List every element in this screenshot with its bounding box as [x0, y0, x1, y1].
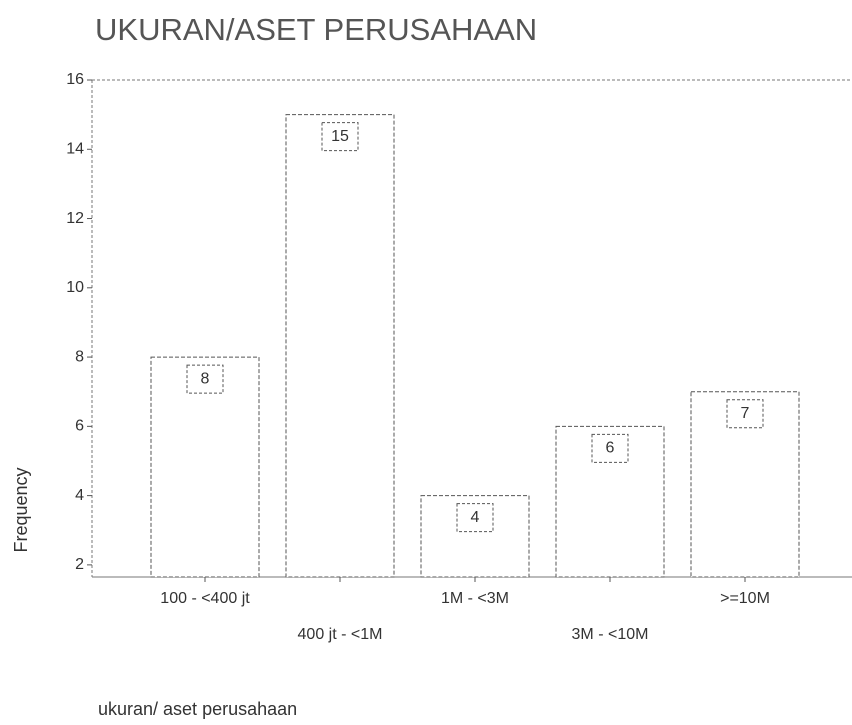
- value-label-box: [186, 364, 224, 394]
- y-tick-label: 2: [75, 556, 84, 573]
- y-tick-label: 14: [66, 140, 84, 157]
- y-axis-label: Frequency: [11, 467, 31, 552]
- x-tick-label: 100 - <400 jt: [160, 590, 250, 607]
- y-tick-label: 8: [75, 348, 84, 365]
- chart-title: UKURAN/ASET PERUSAHAAN: [95, 12, 537, 47]
- y-tick-label: 6: [75, 418, 84, 435]
- value-label-box: [726, 399, 764, 429]
- value-label-box: [321, 122, 359, 152]
- value-label: 7: [741, 405, 750, 422]
- y-tick-label: 10: [66, 279, 84, 296]
- y-tick-label: 12: [66, 210, 84, 227]
- x-tick-label: 1M - <3M: [441, 590, 509, 607]
- x-axis-label: ukuran/ aset perusahaan: [98, 699, 297, 719]
- value-label-box: [591, 433, 629, 463]
- value-label: 8: [201, 370, 210, 387]
- x-tick-label: 400 jt - <1M: [298, 626, 383, 643]
- y-tick-label: 4: [75, 487, 84, 504]
- value-label: 4: [471, 509, 480, 526]
- value-label-box: [456, 503, 494, 533]
- x-tick-label: >=10M: [720, 590, 770, 607]
- value-label: 6: [606, 440, 615, 457]
- y-tick-label: 16: [66, 71, 84, 88]
- x-tick-label: 3M - <10M: [572, 626, 649, 643]
- value-label: 15: [331, 128, 349, 145]
- bar: [150, 356, 260, 578]
- bar: [285, 114, 395, 578]
